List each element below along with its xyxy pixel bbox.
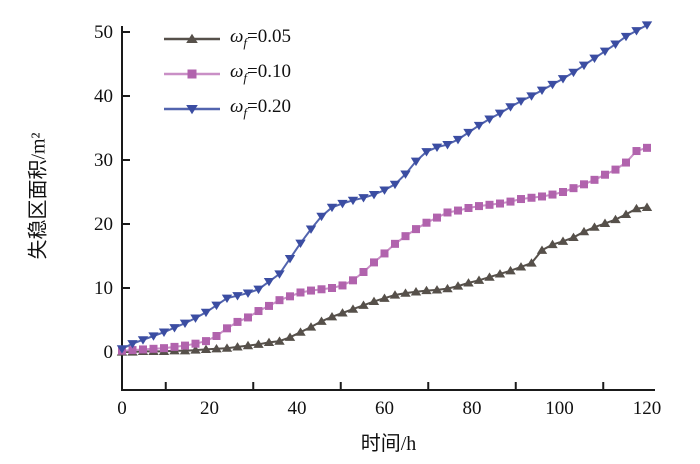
x-tick-label: 80 [463,398,482,419]
legend-label: ωf=0.05 [230,26,292,50]
square-marker-icon [164,69,220,78]
legend: ωf=0.05 ωf=0.10 ωf=0.20 [163,21,291,126]
y-axis-title: 失稳区面积/m² [27,132,50,260]
y-tick-label: 30 [94,150,113,171]
axes [121,26,655,391]
x-tick-label: 100 [545,398,574,419]
series-ωf=0.10 [118,143,651,355]
legend-label: ωf=0.10 [230,61,292,85]
y-tick-label: 40 [94,86,113,107]
series-ωf=0.05 [116,202,653,356]
x-tick-label: 0 [117,398,127,419]
series-ωf=0.20 [116,21,653,354]
legend-item-omega-0.20: ωf=0.20 [163,91,291,126]
legend-label: ωf=0.20 [230,96,292,120]
x-tick-label: 20 [200,398,219,419]
legend-item-omega-0.05: ωf=0.05 [163,21,291,56]
x-axis-title: 时间/h [360,433,417,455]
y-axis-ticks: 0 10 20 30 40 50 [94,22,130,363]
x-tick-label: 60 [375,398,394,419]
x-axis-ticks: 0 20 40 60 80 100 120 [117,382,661,419]
legend-item-omega-0.10: ωf=0.10 [163,56,291,91]
y-tick-label: 0 [104,342,114,363]
y-tick-label: 50 [94,22,113,43]
x-tick-label: 120 [633,398,662,419]
triangle-up-marker-icon [164,33,220,43]
y-tick-label: 20 [94,214,113,235]
x-tick-label: 40 [288,398,307,419]
triangle-down-marker-icon [164,104,220,114]
y-tick-label: 10 [94,278,113,299]
